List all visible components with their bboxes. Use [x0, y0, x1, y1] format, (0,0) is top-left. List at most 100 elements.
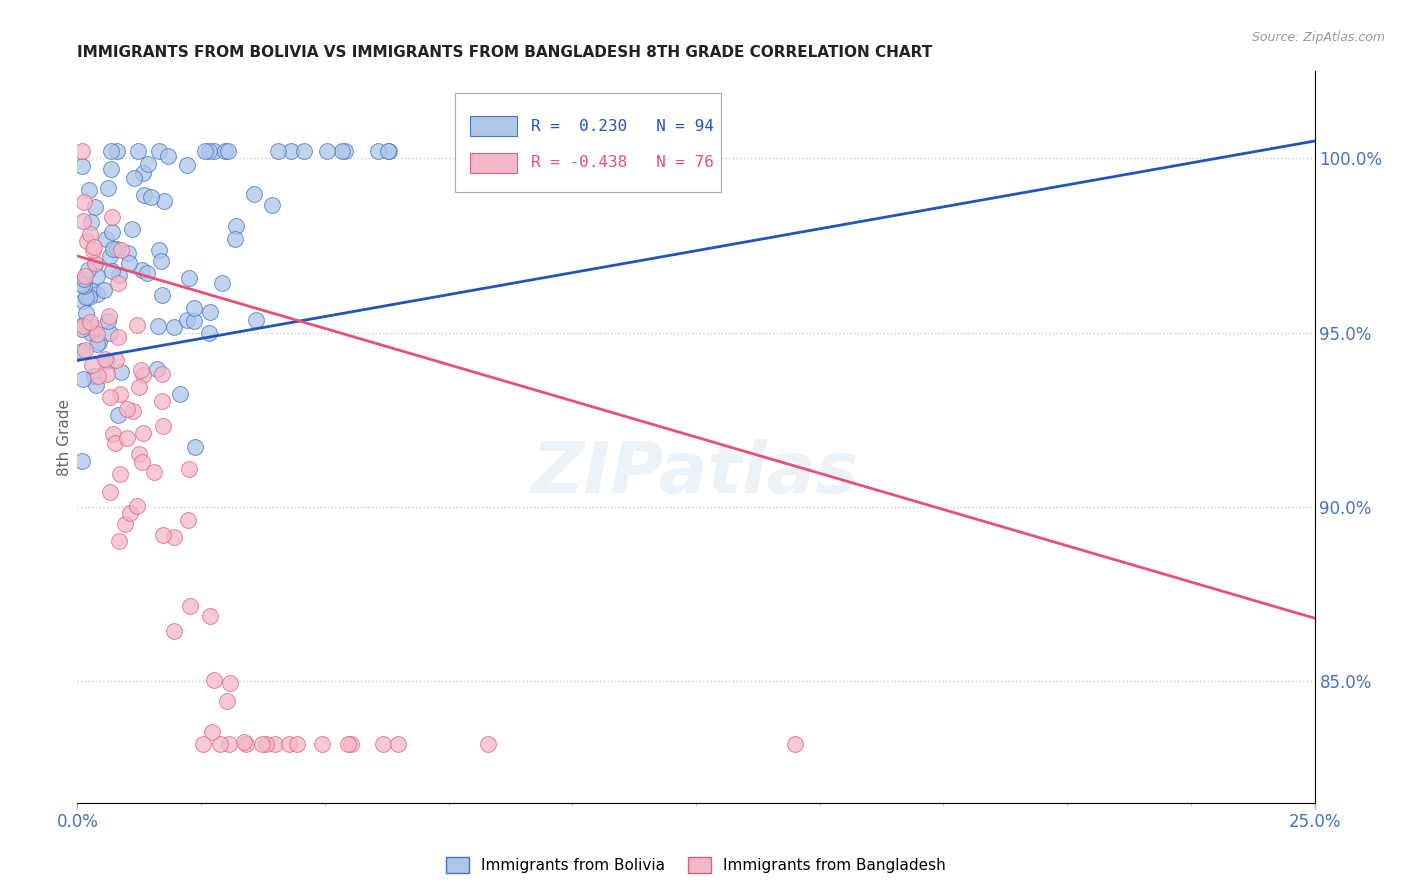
- Point: [200, 608, 222, 623]
- Point: [101, 225, 124, 239]
- Point: [96, 367, 118, 381]
- Point: [72, 145, 94, 159]
- Point: [225, 219, 247, 233]
- Point: [83, 368, 105, 383]
- Point: [105, 242, 128, 256]
- Point: [177, 513, 200, 527]
- Point: [127, 318, 149, 333]
- Point: [294, 145, 316, 159]
- Point: [287, 737, 309, 751]
- Point: [86, 269, 108, 284]
- Point: [105, 145, 128, 159]
- Point: [77, 290, 100, 304]
- Point: [82, 244, 104, 258]
- Text: Source: ZipAtlas.com: Source: ZipAtlas.com: [1251, 31, 1385, 45]
- Point: [267, 145, 290, 159]
- Point: [87, 369, 110, 384]
- Point: [201, 724, 224, 739]
- Point: [143, 465, 166, 479]
- Point: [93, 352, 115, 367]
- Point: [183, 301, 205, 316]
- Y-axis label: 8th Grade: 8th Grade: [56, 399, 72, 475]
- Point: [153, 194, 176, 208]
- Point: [156, 149, 179, 163]
- Point: [367, 145, 389, 159]
- Point: [72, 277, 94, 292]
- Point: [150, 393, 173, 408]
- Point: [98, 484, 121, 499]
- Point: [107, 276, 129, 290]
- Point: [110, 467, 132, 482]
- Point: [217, 145, 239, 159]
- Point: [101, 210, 124, 224]
- Point: [72, 343, 94, 358]
- Point: [176, 313, 198, 327]
- Point: [132, 166, 155, 180]
- Point: [77, 262, 100, 277]
- Point: [148, 319, 170, 334]
- Point: [120, 506, 142, 520]
- Point: [136, 156, 159, 170]
- Point: [98, 249, 121, 263]
- Point: [80, 214, 103, 228]
- Legend: Immigrants from Bolivia, Immigrants from Bangladesh: Immigrants from Bolivia, Immigrants from…: [440, 851, 952, 880]
- Point: [83, 240, 105, 254]
- Point: [373, 737, 395, 751]
- Point: [377, 145, 399, 159]
- Point: [215, 694, 238, 708]
- Point: [115, 431, 138, 445]
- Point: [115, 402, 138, 417]
- Point: [243, 187, 266, 202]
- Point: [72, 213, 94, 227]
- Point: [132, 425, 155, 440]
- Bar: [470, 116, 516, 136]
- Point: [72, 318, 94, 332]
- Point: [100, 161, 122, 176]
- Point: [163, 530, 186, 544]
- Point: [107, 330, 129, 344]
- Point: [127, 145, 149, 159]
- Point: [250, 737, 273, 751]
- Point: [125, 499, 148, 513]
- Point: [335, 145, 357, 159]
- Point: [218, 737, 240, 751]
- Point: [86, 286, 108, 301]
- Point: [136, 266, 159, 280]
- Point: [179, 462, 201, 476]
- Point: [191, 737, 214, 751]
- Point: [101, 242, 124, 256]
- Point: [86, 327, 108, 342]
- Point: [73, 278, 96, 293]
- Point: [72, 159, 94, 173]
- Point: [316, 145, 339, 159]
- Point: [73, 195, 96, 210]
- Point: [202, 673, 225, 688]
- Point: [104, 435, 127, 450]
- Point: [110, 387, 132, 401]
- Point: [76, 306, 98, 320]
- Point: [148, 243, 170, 257]
- Point: [278, 737, 301, 751]
- Point: [232, 735, 254, 749]
- Point: [72, 454, 94, 468]
- Point: [387, 737, 409, 751]
- Point: [378, 145, 401, 159]
- Point: [77, 183, 100, 197]
- Point: [84, 200, 107, 214]
- Point: [93, 284, 115, 298]
- Point: [163, 624, 186, 638]
- Point: [72, 318, 94, 333]
- Point: [84, 377, 107, 392]
- Point: [80, 326, 103, 340]
- Point: [117, 245, 139, 260]
- Point: [179, 599, 201, 613]
- Point: [98, 326, 121, 340]
- Point: [149, 253, 172, 268]
- Point: [79, 227, 101, 241]
- Point: [122, 171, 145, 186]
- Point: [132, 368, 155, 382]
- Point: [128, 447, 150, 461]
- Point: [477, 737, 499, 751]
- Point: [76, 234, 98, 248]
- Bar: [454, 94, 721, 192]
